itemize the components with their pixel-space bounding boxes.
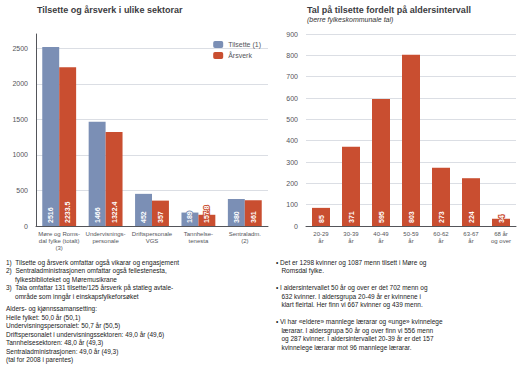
svg-text:Årsverk: Årsverk bbox=[228, 51, 252, 59]
svg-text:Undervisningspersonalet: 50,7: Undervisningspersonalet: 50,7 år (50,5) bbox=[6, 322, 120, 330]
svg-text:34: 34 bbox=[498, 215, 505, 223]
svg-text:224: 224 bbox=[468, 211, 475, 223]
svg-text:(2): (2) bbox=[241, 238, 248, 244]
svg-text:år: år bbox=[318, 238, 323, 244]
svg-text:lærarar. I aldersgrupa 50 år o: lærarar. I aldersgrupa 50 år og over fin… bbox=[276, 327, 434, 335]
svg-text:400: 400 bbox=[286, 137, 298, 144]
svg-text:Driftspersonalet i undervisnin: Driftspersonalet i undervisningssektoren… bbox=[6, 331, 164, 339]
svg-text:1500: 1500 bbox=[12, 116, 28, 123]
svg-text:700: 700 bbox=[286, 73, 298, 80]
svg-text:50-59: 50-59 bbox=[403, 231, 419, 237]
svg-text:273: 273 bbox=[438, 211, 445, 223]
svg-text:2233.5: 2233.5 bbox=[64, 201, 71, 223]
svg-text:Sentraladministrasjonen: 49,0: Sentraladministrasjonen: 49,0 år (49,3) bbox=[6, 348, 118, 356]
svg-text:Møre og Roms-: Møre og Roms- bbox=[38, 231, 80, 237]
svg-text:personale: personale bbox=[92, 238, 119, 244]
svg-text:VGS: VGS bbox=[146, 238, 159, 244]
svg-text:85: 85 bbox=[318, 215, 325, 223]
svg-text:1000: 1000 bbox=[12, 151, 28, 158]
svg-text:803: 803 bbox=[408, 211, 415, 223]
svg-text:Tal på tilsette fordelt på ald: Tal på tilsette fordelt på aldersinterva… bbox=[307, 5, 471, 15]
svg-text:0: 0 bbox=[294, 223, 298, 230]
svg-text:600: 600 bbox=[286, 95, 298, 102]
svg-text:Tannhelse-: Tannhelse- bbox=[184, 231, 213, 237]
svg-text:500: 500 bbox=[286, 116, 298, 123]
svg-text:• Vi har «eldere» mannlege lær: • Vi har «eldere» mannlege lærarar og «u… bbox=[276, 318, 443, 326]
svg-text:900: 900 bbox=[286, 31, 298, 38]
svg-text:3) Tala omfattar 131 tilsette: 3) Tala omfattar 131 tilsette/125 årsver… bbox=[6, 284, 173, 292]
svg-text:år: år bbox=[348, 238, 353, 244]
svg-text:Romsdal fylke.: Romsdal fylke. bbox=[276, 267, 324, 275]
svg-text:og over: og over bbox=[491, 238, 511, 244]
svg-text:år: år bbox=[438, 238, 443, 244]
svg-text:område som inngår i einskapsfy: område som inngår i einskapsfylkeforsøke… bbox=[6, 293, 139, 301]
svg-text:68 år: 68 år bbox=[494, 231, 508, 237]
svg-text:1) Tilsette og årsverk omfatt: 1) Tilsette og årsverk omfattar også vik… bbox=[6, 259, 179, 267]
svg-text:år: år bbox=[408, 238, 413, 244]
svg-text:og 287 kvinner. I aldersinterv: og 287 kvinner. I aldersintervallet 20-3… bbox=[276, 335, 434, 343]
svg-text:klart fleirtal. Her finn vi 66: klart fleirtal. Her finn vi 667 kvinner … bbox=[276, 301, 423, 309]
svg-text:452: 452 bbox=[140, 211, 147, 223]
svg-text:200: 200 bbox=[286, 180, 298, 187]
svg-text:Sentraladm.: Sentraladm. bbox=[229, 231, 262, 237]
svg-text:kvinnelege lærarar mot 96 mann: kvinnelege lærarar mot 96 mannlege lærar… bbox=[276, 344, 412, 352]
svg-text:500: 500 bbox=[16, 187, 28, 194]
svg-text:• I aldersintervallet 50 år og: • I aldersintervallet 50 år og over er d… bbox=[276, 284, 428, 292]
svg-text:0: 0 bbox=[24, 223, 28, 230]
svg-text:år: år bbox=[468, 238, 473, 244]
svg-text:371: 371 bbox=[348, 211, 355, 223]
svg-text:• Det er 1298 kvinner og 1087: • Det er 1298 kvinner og 1087 menn tilse… bbox=[276, 259, 427, 267]
svg-text:361: 361 bbox=[250, 211, 257, 223]
svg-text:2) Sentraladministrasjonen om: 2) Sentraladministrasjonen omfattar også… bbox=[6, 267, 167, 275]
svg-text:357: 357 bbox=[157, 211, 164, 223]
svg-text:30-39: 30-39 bbox=[343, 231, 359, 237]
svg-text:dal fylke (totalt): dal fylke (totalt) bbox=[39, 238, 80, 244]
svg-text:60-62: 60-62 bbox=[433, 231, 449, 237]
svg-text:Heile fylket: 50,0 år (50,1): Heile fylket: 50,0 år (50,1) bbox=[6, 314, 80, 322]
svg-text:fylkesbiblioteket og Møremusik: fylkesbiblioteket og Møremusikrane bbox=[6, 276, 117, 284]
svg-text:(berre fylkeskommunale tal): (berre fylkeskommunale tal) bbox=[307, 16, 393, 24]
svg-text:189: 189 bbox=[186, 211, 193, 223]
svg-text:380: 380 bbox=[233, 211, 240, 223]
svg-text:595: 595 bbox=[378, 211, 385, 223]
svg-text:2500: 2500 bbox=[12, 45, 28, 52]
svg-text:40-49: 40-49 bbox=[373, 231, 389, 237]
svg-text:1466: 1466 bbox=[94, 207, 101, 223]
svg-text:Tilsette (1): Tilsette (1) bbox=[228, 41, 261, 49]
svg-text:Driftspersonale: Driftspersonale bbox=[132, 231, 173, 237]
svg-text:Alders- og kjønnssamansetting:: Alders- og kjønnssamansetting: bbox=[6, 305, 97, 313]
svg-text:Tilsette og årsverk i ulike se: Tilsette og årsverk i ulike sektorar bbox=[37, 5, 183, 15]
svg-text:tenesta: tenesta bbox=[189, 238, 209, 244]
svg-text:år: år bbox=[378, 238, 383, 244]
svg-text:100: 100 bbox=[286, 201, 298, 208]
svg-text:1322.4: 1322.4 bbox=[111, 201, 118, 223]
svg-text:632 kvinner. I aldersgrupa 20-: 632 kvinner. I aldersgrupa 20-49 år er k… bbox=[276, 293, 421, 301]
svg-text:800: 800 bbox=[286, 52, 298, 59]
svg-text:2000: 2000 bbox=[12, 80, 28, 87]
svg-text:Undervisnings-: Undervisnings- bbox=[86, 231, 126, 237]
svg-text:(tal for 2008 i parentes): (tal for 2008 i parentes) bbox=[6, 356, 73, 364]
svg-text:(3): (3) bbox=[56, 245, 63, 251]
svg-text:300: 300 bbox=[286, 159, 298, 166]
svg-text:Tannhelsesektoren: 48,0 år (49: Tannhelsesektoren: 48,0 år (49,3) bbox=[6, 339, 103, 347]
svg-text:20-29: 20-29 bbox=[313, 231, 329, 237]
svg-text:157.8: 157.8 bbox=[203, 205, 210, 223]
svg-text:63-67: 63-67 bbox=[463, 231, 479, 237]
svg-text:2516: 2516 bbox=[47, 207, 54, 223]
